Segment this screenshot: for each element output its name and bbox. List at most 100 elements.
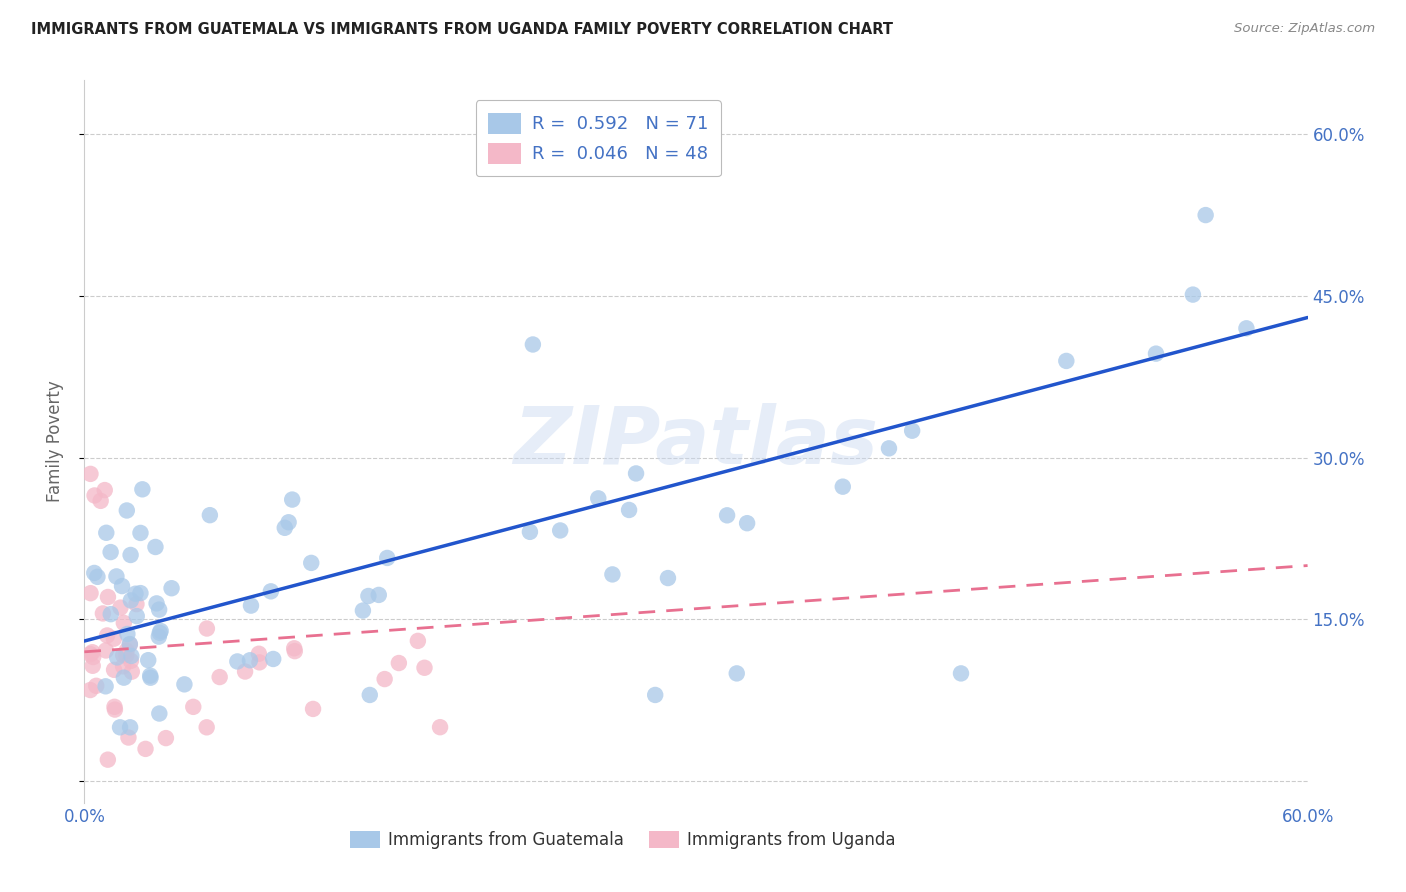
Point xyxy=(129,525,152,540)
Point xyxy=(139,668,162,682)
Point xyxy=(284,644,307,658)
Point xyxy=(262,652,284,666)
Point xyxy=(103,632,125,646)
Point xyxy=(1144,346,1167,360)
Point xyxy=(155,731,177,745)
Point xyxy=(226,655,249,669)
Point xyxy=(375,550,398,565)
Point xyxy=(105,650,128,665)
Point xyxy=(160,581,183,595)
Point xyxy=(135,742,157,756)
Point xyxy=(118,637,141,651)
Point xyxy=(281,492,304,507)
Point xyxy=(145,540,167,554)
Point xyxy=(93,483,115,497)
Point xyxy=(96,525,118,540)
Point xyxy=(120,548,142,562)
Point xyxy=(522,337,544,351)
Point xyxy=(181,699,204,714)
Text: Source: ZipAtlas.com: Source: ZipAtlas.com xyxy=(1234,22,1375,36)
Point xyxy=(121,665,143,679)
Point xyxy=(260,584,283,599)
Point xyxy=(302,702,325,716)
Legend: Immigrants from Guatemala, Immigrants from Uganda: Immigrants from Guatemala, Immigrants fr… xyxy=(343,824,903,856)
Point xyxy=(84,679,107,693)
Point xyxy=(100,607,122,622)
Point xyxy=(1236,321,1258,335)
Point xyxy=(129,586,152,600)
Point xyxy=(208,670,231,684)
Point xyxy=(240,599,263,613)
Point xyxy=(239,653,262,667)
Point xyxy=(125,609,148,624)
Point xyxy=(131,483,153,497)
Point xyxy=(299,556,322,570)
Point xyxy=(111,579,134,593)
Point xyxy=(548,524,571,538)
Point xyxy=(118,638,141,652)
Point xyxy=(277,516,299,530)
Point xyxy=(374,672,396,686)
Point xyxy=(357,589,380,603)
Point xyxy=(112,671,135,685)
Point xyxy=(94,643,117,657)
Point xyxy=(79,683,101,698)
Point xyxy=(173,677,195,691)
Point xyxy=(359,688,381,702)
Point xyxy=(1181,287,1204,301)
Point xyxy=(657,571,679,585)
Point xyxy=(79,586,101,600)
Point xyxy=(148,602,170,616)
Point xyxy=(195,622,218,636)
Point xyxy=(233,665,256,679)
Point xyxy=(249,656,271,670)
Point xyxy=(367,588,389,602)
Text: ZIPatlas: ZIPatlas xyxy=(513,402,879,481)
Point xyxy=(115,503,138,517)
Text: IMMIGRANTS FROM GUATEMALA VS IMMIGRANTS FROM UGANDA FAMILY POVERTY CORRELATION C: IMMIGRANTS FROM GUATEMALA VS IMMIGRANTS … xyxy=(31,22,893,37)
Point xyxy=(117,627,139,641)
Point xyxy=(100,545,122,559)
Point xyxy=(149,624,172,638)
Point xyxy=(588,491,610,506)
Point xyxy=(195,720,218,734)
Point xyxy=(103,699,125,714)
Point xyxy=(519,524,541,539)
Point xyxy=(86,570,108,584)
Point xyxy=(716,508,738,523)
Point xyxy=(97,753,120,767)
Point xyxy=(1195,208,1218,222)
Point xyxy=(602,567,624,582)
Point xyxy=(91,607,114,621)
Point xyxy=(79,467,101,481)
Point xyxy=(145,596,167,610)
Point xyxy=(148,706,170,721)
Point xyxy=(110,600,132,615)
Point xyxy=(82,658,104,673)
Point xyxy=(136,653,159,667)
Point xyxy=(624,467,647,481)
Point xyxy=(120,648,142,663)
Point xyxy=(1054,354,1077,368)
Point xyxy=(735,516,758,531)
Point xyxy=(82,645,104,659)
Point xyxy=(96,628,118,642)
Point xyxy=(94,679,117,693)
Point xyxy=(148,630,170,644)
Point xyxy=(125,597,148,611)
Point xyxy=(90,493,112,508)
Point xyxy=(104,702,127,716)
Point xyxy=(274,521,297,535)
Point xyxy=(112,615,135,630)
Point xyxy=(112,659,135,673)
Point xyxy=(83,488,105,502)
Point xyxy=(388,656,411,670)
Point xyxy=(112,648,135,663)
Point xyxy=(831,480,853,494)
Point xyxy=(877,442,900,456)
Point xyxy=(352,603,374,617)
Point xyxy=(124,587,146,601)
Point xyxy=(120,654,142,668)
Point xyxy=(108,720,131,734)
Point xyxy=(115,644,138,658)
